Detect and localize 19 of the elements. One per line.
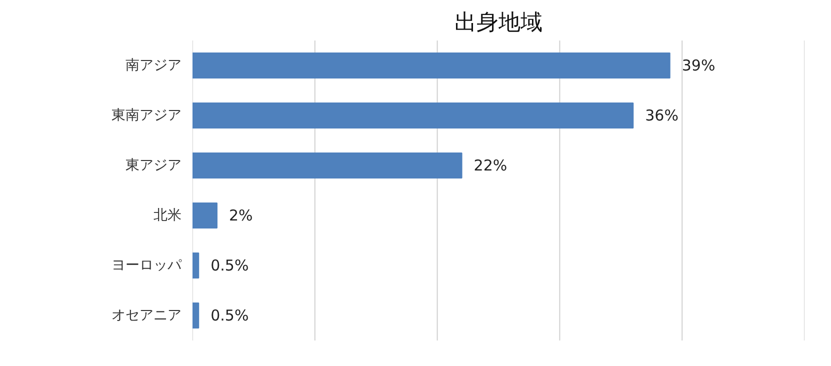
data-label: 22%: [474, 156, 508, 174]
data-label: 0.5%: [210, 256, 249, 274]
bar: [192, 202, 218, 228]
bar: [192, 52, 670, 78]
bar: [192, 152, 462, 178]
bar: [192, 102, 634, 128]
bar: [192, 252, 200, 278]
data-label: 2%: [228, 206, 253, 224]
bar: [192, 302, 200, 328]
data-label: 36%: [645, 106, 678, 124]
y-tick-label: 北米: [154, 208, 182, 224]
data-label: 0.5%: [210, 306, 249, 324]
y-tick-label: 南アジア: [126, 58, 182, 74]
y-tick-label: 東南アジア: [112, 108, 182, 124]
y-tick-label: 東アジア: [126, 158, 182, 174]
chart-title: 出身地域: [454, 10, 542, 36]
y-tick-label: オセアニア: [112, 308, 182, 324]
data-label: 39%: [682, 56, 716, 74]
y-tick-label: ヨーロッパ: [112, 258, 182, 274]
